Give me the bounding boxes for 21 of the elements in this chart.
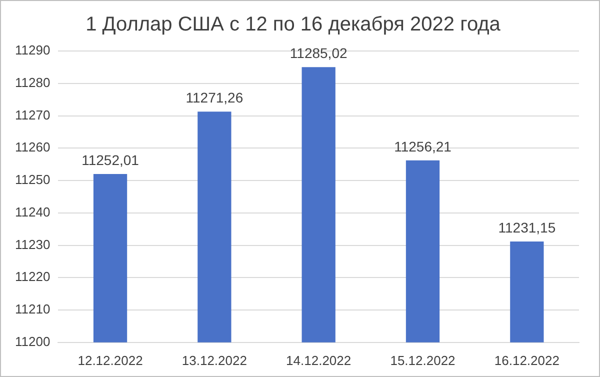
y-tick-label: 11210 [15,302,50,317]
y-tick-label: 11290 [15,42,50,58]
data-label: 11271,26 [186,90,244,106]
data-label: 11231,15 [498,219,556,236]
y-tick-label: 11220 [15,269,50,284]
x-tick-label: 15.12.2022 [390,352,456,368]
y-tick-label: 11230 [15,236,50,252]
data-label: 11285,02 [290,44,348,61]
data-label: 11252,01 [82,152,140,168]
y-tick-label: 11200 [15,334,50,349]
x-tick-label: 14.12.2022 [286,352,352,368]
y-tick-label: 11270 [15,107,50,122]
x-tick-label: 12.12.2022 [78,352,143,368]
x-tick-label: 13.12.2022 [182,352,247,368]
x-tick-label: 16.12.2022 [494,352,560,368]
y-tick-label: 11280 [15,74,50,90]
y-tick-label: 11260 [15,140,50,155]
data-label: 11256,21 [394,138,452,154]
y-tick-label: 11240 [15,204,50,220]
y-tick-label: 11250 [15,172,50,188]
chart-title: 1 Доллар США с 12 по 16 декабря 2022 года [86,14,502,36]
